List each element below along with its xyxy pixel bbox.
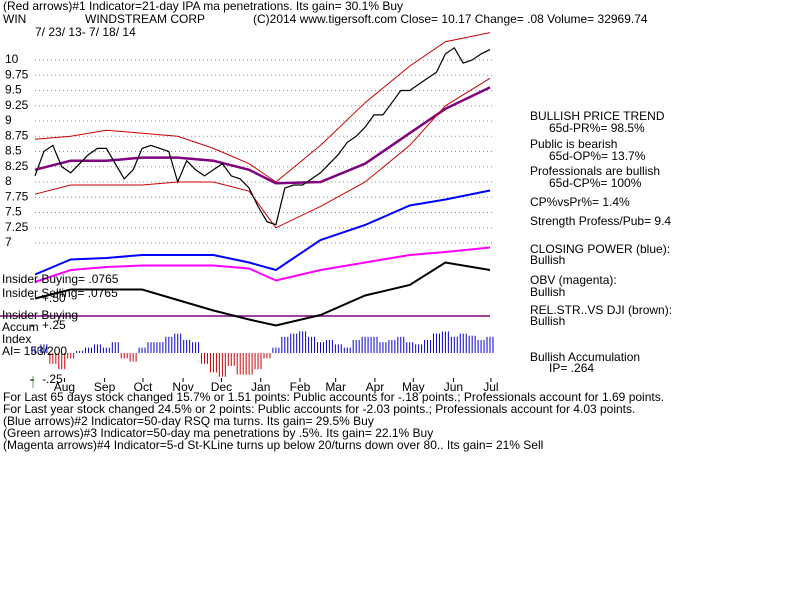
y-tick-label: 8 (5, 174, 12, 188)
footer-line: (Blue arrows)#2 Indicator=50-day RSQ ma … (3, 414, 374, 428)
left-label: Insider Buying= .0765 (2, 272, 119, 286)
right-note: Professionals are bullish (530, 164, 660, 178)
price-line (34, 46, 491, 226)
x-tick-label: Feb (290, 380, 311, 394)
right-note: Bullish (530, 314, 565, 328)
right-note: OBV (magenta): (530, 273, 617, 287)
right-note: Strength Profess/Pub= 9.4 (530, 214, 671, 228)
x-tick-label: Nov (172, 380, 193, 394)
band-line (34, 77, 491, 229)
accum-tick-label: +.25 (42, 318, 66, 332)
footer-line: For Last year stock changed 24.5% or 2 p… (3, 402, 635, 416)
indicator-line (34, 261, 491, 327)
left-label: Accum (2, 320, 39, 334)
band-line (34, 86, 491, 185)
y-tick-label: 8.75 (5, 128, 29, 142)
right-note: 65d-OP%= 13.7% (549, 149, 646, 163)
right-note: IP= .264 (549, 361, 594, 375)
footer-line: For Last 65 days stock changed 15.7% or … (3, 390, 664, 404)
left-label: AI= 153/200 (2, 344, 67, 358)
indicator-line (34, 246, 491, 283)
y-tick-label: 9.25 (5, 98, 29, 112)
y-tick-label: 8.5 (5, 144, 22, 158)
y-tick-label: 10 (5, 52, 19, 66)
y-tick-label: 7.75 (5, 189, 29, 203)
chart-title: WINDSTREAM CORP (85, 12, 205, 26)
left-label: Index (2, 332, 31, 346)
indicator-line (34, 189, 491, 276)
right-note: CP%vsPr%= 1.4% (530, 195, 630, 209)
x-tick-label: May (402, 380, 425, 394)
x-tick-label: Mar (325, 380, 346, 394)
y-tick-label: 9 (5, 113, 12, 127)
x-tick-label: Jun (444, 380, 463, 394)
x-tick-label: Sep (94, 380, 116, 394)
left-label: Insider Buying (2, 308, 78, 322)
x-tick-label: Jan (251, 380, 270, 394)
left-label: Insider Selling= .0765 (2, 286, 118, 300)
y-tick-label: 7.5 (5, 205, 22, 219)
right-note: Bullish Accumulation (530, 350, 640, 364)
x-tick-label: Aug (54, 380, 75, 394)
header-line: (Red arrows)#1 Indicator=21-day IPA ma p… (3, 0, 403, 13)
footer-line: (Magenta arrows)#4 Indicator=5-d St-KLin… (3, 438, 543, 452)
right-note: 65d-PR%= 98.5% (549, 121, 645, 135)
right-note: Public is bearish (530, 137, 617, 151)
right-note: REL.STR..VS DJI (brown): (530, 303, 672, 317)
symbol: WIN (3, 12, 26, 26)
right-note: Bullish (530, 253, 565, 267)
accum-tick-label: -.25 (42, 372, 63, 386)
right-note: CLOSING POWER (blue): (530, 242, 670, 256)
y-tick-label: 9.75 (5, 67, 29, 81)
x-tick-label: Apr (366, 380, 385, 394)
x-tick-label: Dec (211, 380, 232, 394)
accum-tick-label: +.50 (42, 291, 66, 305)
x-tick-label: Jul (483, 380, 498, 394)
right-note: 65d-CP%= 100% (549, 176, 642, 190)
y-tick-label: 7.25 (5, 220, 29, 234)
y-tick-label: 7 (5, 235, 12, 249)
band-line (34, 32, 491, 183)
info: (C)2014 www.tigersoft.com Close= 10.17 C… (253, 12, 648, 26)
footer-line: (Green arrows)#3 Indicator=50-day ma pen… (3, 426, 433, 440)
right-note: BULLISH PRICE TREND (530, 109, 665, 123)
right-note: Bullish (530, 285, 565, 299)
y-tick-label: 8.25 (5, 159, 29, 173)
x-tick-label: Oct (134, 380, 153, 394)
y-tick-label: 9.5 (5, 83, 22, 97)
date-range: 7/ 23/ 13- 7/ 18/ 14 (35, 25, 136, 39)
